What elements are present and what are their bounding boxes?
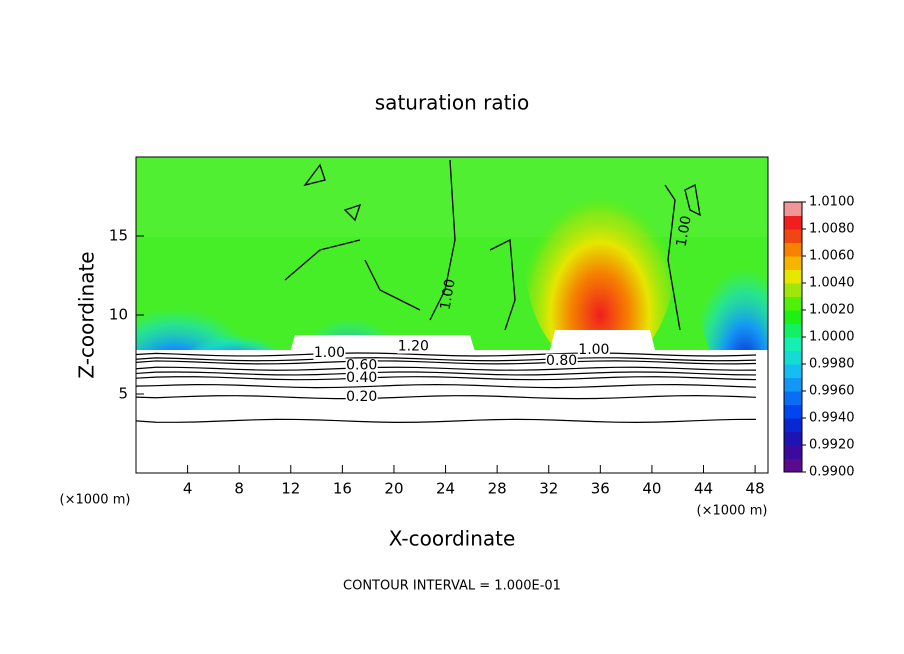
x-tick-label: 20 [384, 480, 403, 498]
colorbar-band [784, 323, 802, 338]
colorbar-tick-label: 1.0000 [809, 330, 855, 345]
x-tick-label: 8 [234, 480, 244, 498]
contour-label-bg [397, 339, 430, 354]
contour-line [135, 395, 757, 400]
footer: CONTOUR INTERVAL = 1.000E-01 [343, 579, 561, 594]
colorbar-band [784, 310, 802, 324]
contour-label: 1.20 [398, 339, 429, 355]
colorbar-tick-label: 0.9960 [809, 384, 855, 399]
x-tick-label: 28 [488, 480, 507, 498]
colorbar-tick-label: 1.0080 [809, 222, 855, 237]
x-tick-label: 4 [183, 480, 193, 498]
contour-line [135, 376, 757, 381]
contour-label: 0.20 [346, 389, 377, 405]
contour-label: 0.40 [346, 370, 377, 386]
colorbar-band [784, 202, 802, 216]
colorbar-band [784, 364, 802, 378]
colorbar-band [784, 391, 802, 405]
chart-title: saturation ratio [375, 91, 529, 115]
contour-line [135, 360, 757, 365]
contour-label: 0.80 [546, 353, 577, 369]
white-patch [550, 330, 655, 350]
y-tick-label: 5 [118, 385, 128, 403]
colorbar-tick-label: 0.9980 [809, 357, 855, 372]
contour-label: 0.60 [346, 358, 377, 374]
contour-label-bg [345, 390, 378, 405]
colorbar-band [784, 445, 802, 459]
colorbar-tick-label: 1.0100 [809, 195, 855, 210]
contour-line [135, 366, 757, 371]
colorbar-tick-label: 1.0040 [809, 276, 855, 291]
contour-label: 1.00 [314, 345, 345, 361]
contour-label: 1.00 [438, 278, 459, 311]
x-tick-label: 24 [436, 480, 455, 498]
contour-label-bg [345, 371, 378, 386]
contour-line [135, 371, 757, 376]
colorbar-band [784, 215, 802, 230]
contour-label-bg [577, 342, 610, 357]
contour-line [135, 383, 757, 389]
x-unit-label: (×1000 m) [60, 493, 131, 508]
contour-sketch [284, 159, 701, 331]
colorbar-band [784, 242, 802, 257]
contour-label: 1.00 [578, 342, 609, 358]
colorbar-band [784, 458, 802, 473]
colorbar-band [784, 256, 802, 270]
contour-label: 1.00 [674, 215, 695, 248]
x-tick-label: 40 [642, 480, 661, 498]
x-tick-label: 48 [746, 480, 765, 498]
colorbar-band [784, 229, 802, 243]
contour-label-bg [313, 345, 346, 360]
colorbar-tick-label: 0.9920 [809, 438, 855, 453]
cold-region [700, 220, 768, 380]
white-region [136, 350, 768, 473]
x-tick-label: 36 [591, 480, 610, 498]
contour-line [135, 418, 757, 423]
y-tick-label: 10 [109, 306, 128, 324]
field [136, 157, 768, 473]
x-unit-label: (×1000 m) [697, 504, 768, 519]
x-axis-label: X-coordinate [389, 527, 516, 551]
colorbar-tick-label: 0.9900 [809, 465, 855, 480]
x-tick-label: 16 [333, 480, 352, 498]
colorbar-tick-label: 1.0020 [809, 303, 855, 318]
colorbar-band [784, 418, 802, 432]
colorbar-band [784, 337, 802, 351]
contour-label-bg [345, 358, 378, 373]
x-tick-label: 32 [539, 480, 558, 498]
contour-label-bg [545, 353, 578, 368]
colorbar-band [784, 269, 802, 284]
colorbar-tick-label: 0.9940 [809, 411, 855, 426]
warm-region [525, 157, 675, 370]
x-tick-label: 12 [281, 480, 300, 498]
colorbar-band [784, 431, 802, 446]
y-tick-label: 15 [109, 227, 128, 245]
colorbar-band [784, 283, 802, 297]
colorbar-band [784, 377, 802, 392]
contour-line [135, 357, 757, 362]
colorbar-band [784, 296, 802, 311]
x-tick-label: 44 [694, 480, 713, 498]
colorbar-tick-label: 1.0060 [809, 249, 855, 264]
colorbar-band [784, 404, 802, 419]
colorbar-band [784, 350, 802, 365]
y-axis-label: Z-coordinate [75, 251, 99, 378]
contour-line [135, 352, 757, 357]
